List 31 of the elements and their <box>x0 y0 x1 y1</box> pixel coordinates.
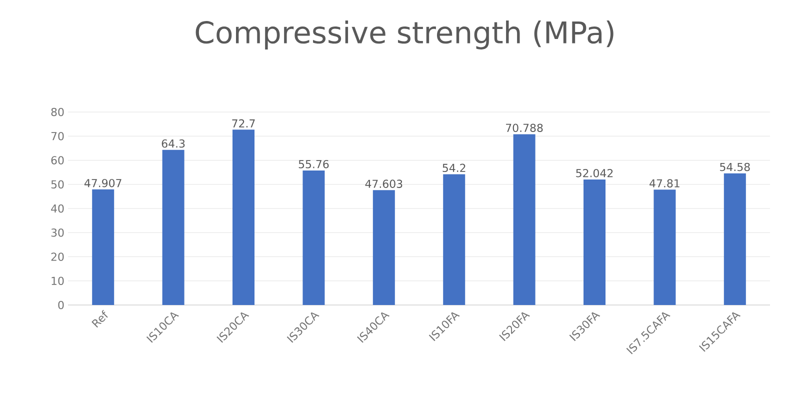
bar <box>584 179 606 305</box>
bar <box>513 134 536 305</box>
chart-title: Compressive strength (MPa) <box>196 20 614 50</box>
data-label: 55.76 <box>298 160 329 168</box>
bar <box>443 174 466 305</box>
data-label: 47.907 <box>84 178 122 188</box>
bar <box>372 190 395 305</box>
y-tick-label: 70 <box>51 132 64 140</box>
y-tick-label: 0 <box>58 300 64 310</box>
bar <box>654 190 676 305</box>
data-label: 47.81 <box>650 179 680 188</box>
data-label: 52.042 <box>576 168 613 178</box>
data-label: 64.3 <box>162 139 185 148</box>
data-label: 47.603 <box>365 180 402 188</box>
data-label: 70.788 <box>506 124 543 132</box>
y-tick-label: 80 <box>51 108 64 116</box>
y-tick-label: 10 <box>52 276 64 286</box>
y-tick-label: 50 <box>51 180 64 189</box>
data-label: 72.7 <box>232 119 255 128</box>
bar <box>724 173 746 305</box>
y-tick-label: 20 <box>51 252 64 261</box>
bar <box>302 170 325 305</box>
data-label: 54.2 <box>442 164 466 172</box>
bar <box>232 130 255 305</box>
x-tick-label: Ref <box>92 310 108 328</box>
bar <box>92 189 114 305</box>
y-tick-label: 60 <box>51 156 64 164</box>
y-tick-label: 40 <box>51 204 64 213</box>
data-label: 54.58 <box>720 162 750 172</box>
y-tick-label: 30 <box>51 228 64 237</box>
bar <box>162 150 184 305</box>
